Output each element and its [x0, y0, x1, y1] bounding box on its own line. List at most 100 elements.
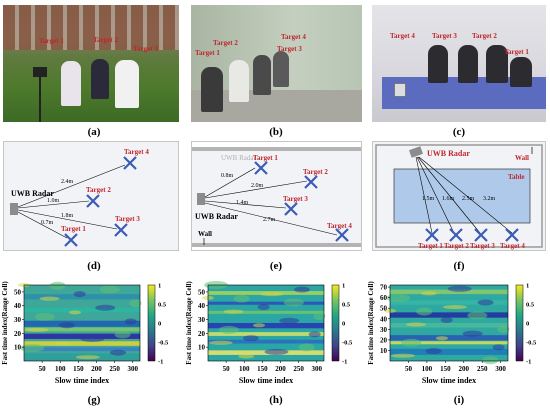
photo-c: Target 4 Target 3 Target 2 Target 1 — [372, 5, 546, 122]
x-axis-label: Slow time index — [422, 376, 476, 385]
y-tick-label: 50 — [14, 288, 22, 296]
x-axis-label: Slow time index — [239, 376, 293, 385]
building — [3, 5, 179, 50]
heatmap-blob — [129, 299, 142, 308]
heatmap-band — [208, 339, 324, 344]
diagram-d: UWB Radar Target 4 Target 2 Target 3 Tar… — [3, 141, 179, 251]
heatmap-band — [390, 323, 508, 328]
e-dist-3: 1.4m — [236, 200, 249, 206]
x-tick-label: 50 — [405, 365, 413, 373]
person — [91, 59, 109, 99]
heatmap-blob — [99, 285, 120, 294]
heatmap-blob — [73, 291, 86, 298]
f-target-4-label: Target 4 — [500, 242, 525, 250]
heatmap-band — [390, 289, 508, 295]
photo-b-target-4: Target 4 — [281, 33, 306, 41]
person — [253, 55, 271, 95]
y-tick-label: 60 — [380, 294, 388, 302]
y-tick-label: 40 — [198, 302, 206, 310]
person — [273, 51, 289, 87]
d-dist-1: 0.7m — [41, 220, 54, 226]
x-tick-label: 200 — [91, 365, 102, 373]
caption-e: (e) — [269, 260, 283, 272]
e-target-1-label: Target 1 — [253, 154, 278, 162]
d-dist-4: 2.4m — [61, 179, 74, 185]
heatmap-band — [208, 332, 324, 336]
x-tick-label: 300 — [495, 365, 506, 373]
photo-c-target-2: Target 2 — [472, 32, 497, 40]
heatmap-blob — [208, 340, 233, 345]
colorbar-tick-label: 0 — [158, 321, 161, 328]
y-tick-label: 10 — [380, 347, 388, 355]
colorbar-tick-label: 1 — [158, 283, 161, 290]
y-tick-label: 10 — [14, 344, 22, 352]
heatmap-blob — [283, 298, 304, 307]
x-tick-label: 250 — [293, 365, 304, 373]
colorbar-tick-label: -0.5 — [342, 340, 353, 347]
heatmap-blob — [80, 335, 105, 342]
d-target-3-label: Target 3 — [115, 215, 140, 223]
caption-f: (f) — [453, 260, 465, 272]
f-target-3-label: Target 3 — [470, 242, 495, 250]
heatmap-blob — [54, 341, 71, 346]
d-target-2-label: Target 2 — [86, 186, 111, 194]
person — [458, 45, 478, 83]
d-dist-2: 1.0m — [47, 198, 60, 204]
caption-g: (g) — [87, 394, 101, 406]
heatmap-blob — [442, 305, 467, 310]
e-radar-watermark: UWB Radar — [221, 154, 256, 162]
heatmap-blob — [69, 310, 82, 315]
photo-a-target-3: Target 3 — [133, 45, 158, 53]
photo-a-target-1: Target 1 — [39, 37, 64, 45]
heatmap-blob — [492, 344, 505, 351]
heatmap-h: 50 100 150 200 250 300 Slow time index 10 20 30 40… — [185, 281, 364, 385]
heatmap-blob — [218, 325, 239, 334]
x-tick-label: 50 — [223, 365, 231, 373]
heatmap-blob — [401, 338, 422, 347]
caption-b: (b) — [269, 126, 283, 138]
heatmap-blob — [420, 291, 437, 296]
heatmap-blob — [308, 331, 321, 338]
diagram-f: UWB Radar Wall Table 1.5m 1.6m 2.5m 3.2m… — [372, 141, 546, 251]
e-dist-1: 0.8m — [221, 173, 234, 179]
d-target-4-label: Target 4 — [124, 148, 149, 156]
heatmap-blob — [259, 292, 284, 297]
colorbar-tick-label: 0.5 — [526, 302, 535, 309]
f-dist-2: 1.6m — [442, 196, 455, 202]
heatmap-blob — [238, 354, 255, 359]
x-tick-label: 300 — [312, 365, 323, 373]
person — [428, 45, 448, 83]
person — [201, 67, 223, 112]
heatmap-band — [24, 327, 140, 332]
colorbar-tick-label: 0 — [526, 321, 529, 328]
person — [115, 60, 139, 108]
f-dist-4: 3.2m — [483, 196, 496, 202]
y-axis-label: Fast time index(Range Cell) — [2, 281, 9, 365]
heatmap-blob — [386, 293, 411, 302]
colorbar-tick-label: -0.5 — [526, 340, 537, 347]
x-axis-label: Slow time index — [55, 376, 109, 385]
caption-c: (c) — [452, 126, 466, 138]
heatmap-blob — [425, 348, 442, 355]
x-tick-label: 100 — [55, 365, 66, 373]
tripod-legs — [39, 77, 41, 122]
heatmap-blob — [497, 325, 510, 334]
colorbar — [331, 284, 340, 362]
heatmap-blob — [477, 299, 494, 306]
heatmap-band — [390, 341, 508, 345]
heatmap-blob — [34, 312, 55, 321]
heatmap-band — [390, 348, 508, 355]
photo-b-target-3: Target 3 — [277, 45, 302, 53]
x-tick-label: 250 — [477, 365, 488, 373]
d-target-1-label: Target 1 — [61, 225, 86, 233]
heatmap-g: 50 100 150 200 250 300 Slow time index 10 20 30 40… — [1, 281, 180, 385]
heatmap-blob — [39, 296, 60, 301]
colorbar-tick-label: 0 — [342, 321, 345, 328]
y-tick-label: 10 — [198, 344, 206, 352]
heatmap-blob — [58, 322, 75, 329]
y-axis-label: Fast time index(Range Cell) — [368, 281, 375, 365]
x-tick-label: 200 — [275, 365, 286, 373]
y-tick-label: 50 — [198, 288, 206, 296]
x-tick-label: 250 — [109, 365, 120, 373]
heatmap-band — [24, 333, 140, 339]
